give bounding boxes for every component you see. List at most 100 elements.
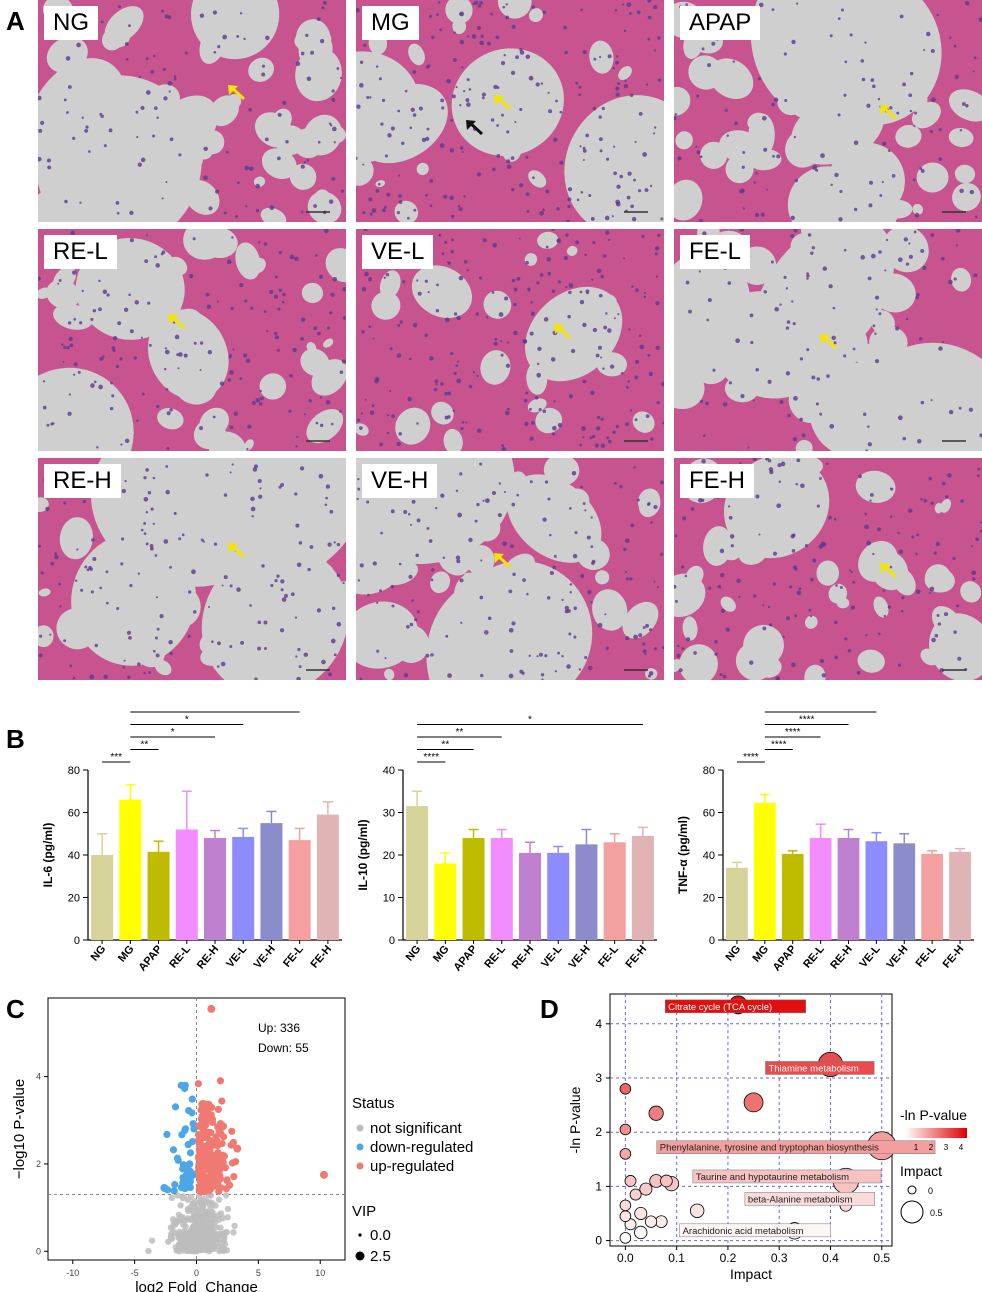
alveolar-space (883, 379, 921, 420)
alveolar-space (430, 571, 451, 594)
cell-nucleus (47, 165, 52, 170)
cell-nucleus (619, 484, 623, 489)
cell-nucleus (459, 39, 465, 45)
cell-nucleus (714, 640, 718, 644)
cell-nucleus (837, 17, 841, 20)
cell-nucleus (740, 188, 745, 193)
cell-nucleus (604, 613, 607, 616)
panel-label-b: B (6, 724, 25, 754)
arrow-head (228, 543, 238, 553)
cell-nucleus (425, 653, 430, 658)
cell-nucleus (490, 12, 493, 16)
down-count-label: Down: 55 (258, 1041, 309, 1055)
black-arrow-icon (466, 120, 484, 136)
cell-nucleus (408, 574, 413, 579)
cell-nucleus (507, 341, 510, 344)
cell-nucleus (398, 200, 403, 204)
cell-nucleus (918, 337, 923, 341)
cell-nucleus (832, 306, 836, 310)
cell-nucleus (415, 553, 419, 558)
cell-nucleus (700, 399, 704, 404)
cell-nucleus (947, 473, 952, 478)
cell-nucleus (793, 229, 798, 233)
cell-nucleus (463, 90, 466, 93)
cell-nucleus (216, 300, 220, 303)
alveolar-space (445, 0, 473, 24)
cell-nucleus (582, 149, 587, 153)
cell-nucleus (953, 630, 957, 634)
cell-nucleus (297, 647, 301, 652)
alveolar-space (248, 57, 274, 82)
cell-nucleus (84, 129, 89, 133)
cell-nucleus (86, 568, 90, 572)
cell-nucleus (853, 140, 859, 146)
cell-nucleus (730, 534, 735, 539)
cell-nucleus (810, 615, 813, 618)
cell-nucleus (594, 443, 599, 448)
cell-nucleus (569, 583, 573, 586)
cell-nucleus (242, 353, 248, 358)
cell-nucleus (479, 0, 483, 5)
cell-nucleus (412, 70, 416, 74)
cell-nucleus (896, 111, 900, 115)
x-tick-label: APAP (452, 943, 480, 974)
cell-nucleus (521, 671, 525, 675)
point-not-significant (184, 1244, 191, 1252)
x-tick-label: 5 (256, 1268, 261, 1278)
cell-nucleus (630, 204, 634, 209)
legend-vip-title: VIP (352, 1203, 376, 1220)
cell-nucleus (328, 199, 334, 204)
cell-nucleus (642, 649, 647, 654)
cell-nucleus (92, 308, 97, 313)
cell-nucleus (231, 236, 234, 239)
cell-nucleus (707, 297, 712, 303)
cell-nucleus (160, 9, 165, 13)
histology-image (356, 0, 664, 222)
cell-nucleus (794, 178, 799, 183)
alveolar-space (443, 428, 463, 451)
cell-nucleus (88, 565, 92, 570)
bar-ng (91, 855, 114, 940)
cell-nucleus (435, 506, 438, 510)
cell-nucleus (571, 470, 577, 476)
cell-nucleus (431, 35, 435, 39)
point-not-significant (175, 1240, 183, 1248)
cell-nucleus (707, 63, 712, 68)
cell-nucleus (401, 141, 405, 145)
cell-nucleus (384, 154, 389, 158)
cell-nucleus (615, 60, 620, 65)
cell-nucleus (614, 481, 617, 485)
y-tick-label: 20 (703, 893, 715, 905)
y-tick-label: 60 (68, 808, 80, 820)
cell-nucleus (550, 357, 556, 362)
cell-nucleus (325, 496, 328, 500)
cell-nucleus (468, 537, 473, 543)
cell-nucleus (140, 528, 144, 532)
alveolar-space (679, 644, 718, 680)
cell-nucleus (384, 656, 387, 660)
alveolar-space (592, 589, 628, 631)
cell-nucleus (265, 35, 270, 41)
y-axis-label: IL-10 (pg/ml) (356, 819, 370, 890)
cell-nucleus (796, 458, 801, 463)
point-not-significant (199, 1203, 206, 1211)
point-up-regulated (198, 1100, 206, 1108)
alveolar-space (910, 90, 928, 113)
cell-nucleus (532, 176, 535, 180)
cell-nucleus (872, 84, 876, 89)
cell-nucleus (696, 150, 701, 155)
cell-nucleus (514, 120, 517, 124)
cell-nucleus (697, 498, 703, 503)
point-not-significant (177, 1202, 184, 1209)
x-tick-label: 0.2 (720, 1251, 737, 1265)
cell-nucleus (62, 360, 65, 363)
cell-nucleus (500, 60, 506, 66)
cell-nucleus (884, 269, 887, 272)
cell-nucleus (600, 417, 604, 421)
cell-nucleus (529, 331, 534, 336)
alveolar-space (496, 581, 523, 607)
point-not-significant (182, 1223, 189, 1230)
point-not-significant (198, 1246, 206, 1253)
cell-nucleus (552, 565, 556, 570)
